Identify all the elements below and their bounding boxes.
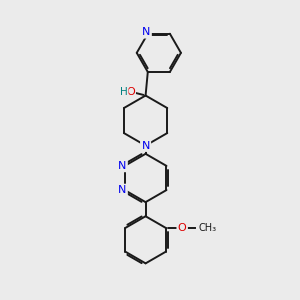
Text: O: O	[178, 223, 187, 233]
Text: N: N	[142, 27, 151, 37]
Text: O: O	[126, 87, 135, 97]
Text: N: N	[118, 185, 127, 195]
Text: N: N	[141, 141, 150, 151]
Text: N: N	[118, 161, 127, 171]
Text: CH₃: CH₃	[199, 223, 217, 233]
Text: H: H	[120, 87, 128, 97]
